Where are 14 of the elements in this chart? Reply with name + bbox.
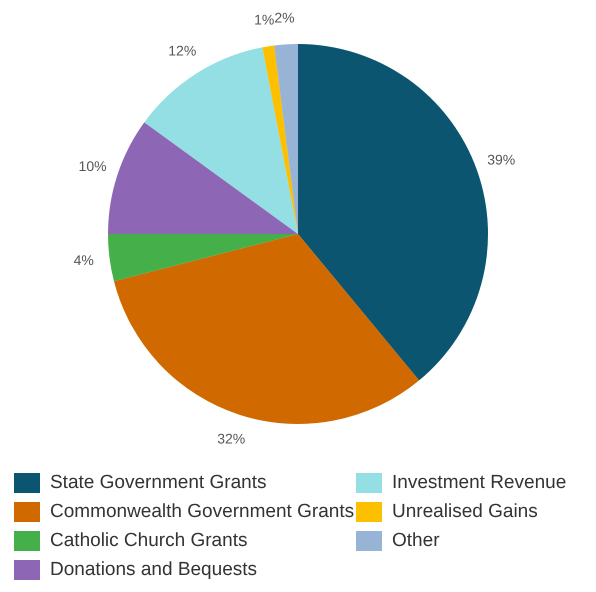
data-label: 12% xyxy=(168,42,196,58)
legend-label: Catholic Church Grants xyxy=(50,530,248,552)
data-label: 4% xyxy=(74,252,94,268)
legend-label: Commonwealth Government Grants xyxy=(50,500,354,522)
legend-label: Unrealised Gains xyxy=(392,500,538,522)
data-label: 32% xyxy=(217,430,246,446)
legend-label: Other xyxy=(392,530,440,552)
data-label: 10% xyxy=(78,158,107,174)
data-label: 2% xyxy=(274,9,295,26)
data-label: 39% xyxy=(487,152,516,168)
legend-label: State Government Grants xyxy=(50,472,266,494)
data-label: 1% xyxy=(254,12,274,28)
legend-label: Donations and Bequests xyxy=(50,558,258,580)
legend-label: Investment Revenue xyxy=(392,472,566,494)
